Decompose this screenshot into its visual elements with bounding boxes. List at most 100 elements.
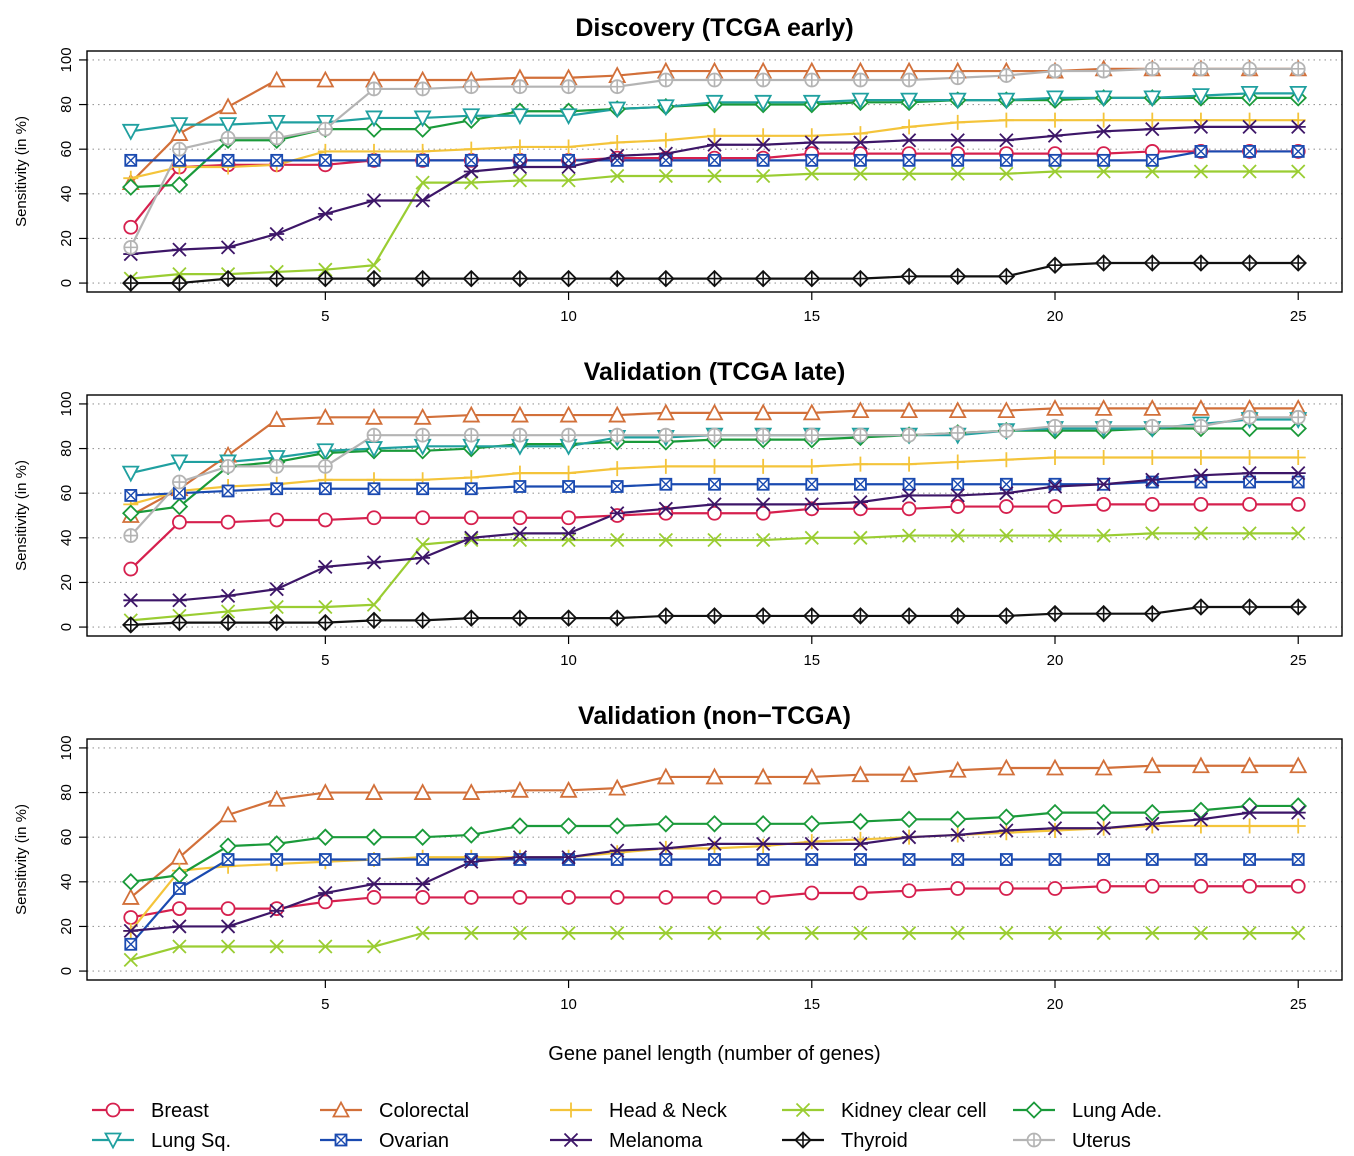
y-tick-label: 0 (58, 967, 75, 975)
data-point-thyroid-cross (1242, 255, 1258, 271)
data-point-melanoma (609, 506, 625, 521)
data-point-kidney-clear-cell (1145, 526, 1160, 541)
data-point-kidney-clear-cell (561, 532, 576, 548)
data-point-colorectal (267, 70, 286, 88)
data-point-uterus-cross (708, 73, 721, 87)
data-point-kidney-clear-cell (901, 926, 917, 941)
data-point-kidney-clear-cell (464, 532, 479, 548)
data-point-colorectal (1143, 398, 1162, 416)
data-point-ovarian-cross (222, 484, 235, 497)
data-point-kidney-clear-cell (1096, 528, 1111, 543)
data-point-melanoma (1096, 821, 1112, 836)
data-point-head-neck (998, 825, 1014, 841)
data-point-lung-ade (219, 837, 237, 855)
data-point-breast (123, 561, 139, 577)
data-point-ovarian-cross (1194, 853, 1207, 866)
data-point-uterus-cross (1097, 419, 1111, 433)
data-point-uterus-cross (124, 240, 138, 254)
data-point-uterus-cross (1291, 62, 1305, 76)
series-points-kidney-clear-cell (123, 926, 1306, 968)
data-point-lung-sq (802, 94, 821, 112)
data-point-ovarian-cross (416, 154, 429, 167)
data-point-head-neck (609, 461, 625, 477)
data-point-melanoma (463, 164, 479, 179)
data-point-colorectal (1240, 756, 1259, 774)
data-point-melanoma (609, 843, 625, 858)
data-point-ovarian-cross (854, 478, 867, 491)
data-point-thyroid-cross (950, 608, 966, 624)
legend-item-lung-ade: Lung Ade. (1013, 1100, 1162, 1122)
data-point-ovarian-cross (1243, 476, 1256, 489)
data-point-kidney-clear-cell (172, 267, 187, 282)
data-point-melanoma (1193, 468, 1209, 483)
data-point-lung-sq (1143, 90, 1162, 108)
data-point-lung-ade (365, 120, 383, 138)
data-point-colorectal (802, 767, 821, 785)
plot-frame (86, 50, 1343, 293)
data-point-kidney-clear-cell (950, 926, 965, 941)
data-point-kidney-clear-cell (269, 599, 284, 615)
data-point-breast (755, 505, 771, 521)
data-point-colorectal (267, 789, 286, 807)
data-point-melanoma (852, 836, 868, 852)
data-point-kidney-clear-cell (950, 166, 965, 181)
data-point-melanoma (804, 497, 820, 512)
data-point-head-neck (707, 458, 722, 474)
x-tick-label: 15 (803, 652, 820, 669)
data-point-kidney-clear-cell (756, 532, 771, 548)
data-point-thyroid-cross (317, 615, 333, 631)
data-point-breast (317, 894, 333, 910)
data-point-thyroid-cross (1047, 257, 1063, 273)
data-point-melanoma (1047, 479, 1063, 494)
data-point-uterus-cross (659, 73, 673, 87)
legend: Breast Colorectal Head & Neck Kidney clear … (92, 1100, 1162, 1152)
data-point-thyroid-cross (755, 608, 771, 624)
data-point-thyroid-cross (707, 608, 722, 624)
data-point-colorectal (1191, 756, 1210, 774)
data-point-ovarian-cross (854, 154, 867, 167)
data-point-head-neck (804, 834, 820, 850)
series-points-colorectal (121, 756, 1308, 905)
data-point-kidney-clear-cell (1242, 926, 1257, 941)
data-point-melanoma (804, 135, 820, 150)
data-point-breast (172, 514, 187, 530)
data-point-thyroid-cross (220, 615, 236, 631)
data-point-kidney-clear-cell (1193, 926, 1209, 941)
data-point-breast (853, 885, 868, 901)
data-point-melanoma (1290, 119, 1306, 135)
data-point-head-neck (1242, 449, 1258, 465)
data-point-uterus-cross (1243, 62, 1257, 76)
data-point-kidney-clear-cell (1145, 164, 1160, 179)
series-points-uterus (123, 409, 1306, 543)
data-point-melanoma (1144, 816, 1160, 831)
data-point-ovarian-cross (708, 853, 721, 866)
y-tick-label: 0 (58, 279, 75, 287)
data-point-breast (172, 901, 187, 916)
data-point-colorectal (1289, 756, 1308, 774)
data-point-ovarian-cross (270, 853, 283, 866)
data-point-uterus-cross (513, 80, 527, 94)
y-tick-label: 80 (58, 440, 75, 457)
x-tick-label: 15 (803, 308, 820, 325)
data-point-ovarian-cross (854, 853, 867, 866)
data-point-lung-ade (608, 817, 626, 835)
data-point-ovarian-cross (513, 853, 526, 866)
data-point-lung-sq (1191, 88, 1210, 106)
data-point-kidney-clear-cell (269, 939, 284, 954)
data-point-kidney-clear-cell (1145, 926, 1160, 941)
data-point-colorectal (219, 97, 238, 115)
data-point-colorectal (1045, 758, 1065, 776)
data-point-ovarian-cross (1146, 476, 1159, 489)
legend-marker-colorectal (331, 1100, 351, 1118)
data-point-breast (1144, 878, 1160, 894)
data-point-head-neck (561, 139, 577, 155)
data-point-uterus-cross (999, 424, 1013, 438)
data-point-breast (1242, 496, 1257, 512)
data-point-head-neck (707, 128, 722, 144)
x-tick-label: 25 (1290, 308, 1307, 325)
data-point-melanoma (220, 919, 236, 934)
series-points-kidney-clear-cell (123, 526, 1306, 628)
data-point-kidney-clear-cell (464, 175, 479, 190)
legend-marker-uterus-cross (1027, 1133, 1041, 1147)
data-point-ovarian-cross (805, 478, 818, 491)
